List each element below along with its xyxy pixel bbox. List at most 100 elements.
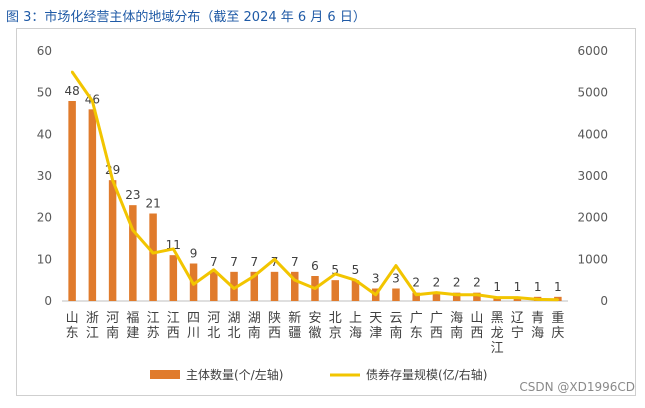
line-point — [70, 70, 74, 74]
line-point — [172, 247, 175, 251]
bar — [351, 280, 360, 301]
category-label: 重庆 — [551, 310, 564, 341]
bar-data-label: 3 — [392, 272, 400, 286]
bar-data-label: 1 — [534, 280, 542, 294]
bar — [250, 271, 259, 301]
line-point — [495, 296, 499, 299]
bar-data-label: 1 — [514, 280, 522, 294]
bar-data-label: 7 — [291, 255, 299, 269]
category-label: 黑龙江 — [491, 311, 504, 356]
category-label: 河北 — [207, 311, 220, 341]
bar-data-label: 6 — [311, 259, 319, 273]
bar-data-label: 1 — [493, 280, 501, 294]
line-point — [111, 178, 114, 182]
category-label: 广西 — [430, 311, 443, 341]
category-label: 山东 — [66, 311, 79, 341]
line-point — [435, 291, 438, 294]
y-left-tick-label: 30 — [37, 169, 52, 183]
bar-data-label: 9 — [190, 247, 198, 261]
category-label: 海南 — [450, 311, 463, 341]
legend-label-line: 债券存量规模(亿/右轴) — [366, 367, 487, 382]
bar-data-label: 2 — [412, 276, 420, 290]
category-label: 新疆 — [288, 310, 301, 341]
line-point — [313, 287, 317, 290]
y-left-tick-label: 60 — [37, 44, 52, 58]
line-point — [273, 258, 276, 261]
bar-data-label: 5 — [352, 263, 360, 277]
category-label: 安徽 — [308, 311, 321, 341]
chart-frame — [16, 28, 636, 396]
bar-data-label: 48 — [64, 84, 79, 98]
y-right-tick-label: 4000 — [577, 127, 608, 141]
category-label: 江苏 — [147, 311, 160, 341]
line-point — [354, 278, 357, 282]
figure-title: 图 3：市场化经营主体的地域分布（截至 2024 年 6 月 6 日） — [6, 10, 366, 25]
line-point — [556, 298, 560, 301]
bar-data-label: 2 — [433, 276, 441, 290]
bar — [452, 292, 461, 301]
line-point — [91, 99, 94, 103]
bar-data-label: 23 — [125, 188, 140, 202]
bar-data-label: 7 — [250, 255, 258, 269]
line-point — [374, 293, 377, 296]
line-point — [415, 293, 418, 296]
line-point — [455, 293, 458, 296]
legend-label-bars: 主体数量(个/左轴) — [186, 367, 283, 382]
category-label: 青海 — [531, 311, 544, 341]
category-label: 云南 — [389, 311, 402, 341]
bar — [230, 271, 238, 301]
bar-data-label: 7 — [210, 255, 218, 269]
category-label: 河南 — [106, 311, 119, 341]
line-point — [151, 251, 155, 255]
line-point — [192, 283, 195, 286]
bar — [129, 205, 137, 301]
bar-data-label: 2 — [453, 276, 461, 290]
line-point — [212, 268, 215, 271]
bar — [88, 109, 97, 301]
category-label: 广东 — [410, 311, 423, 341]
category-label: 上海 — [349, 311, 362, 341]
category-label: 江西 — [167, 311, 180, 341]
category-label: 湖北 — [228, 311, 241, 341]
bar-data-label: 5 — [331, 263, 339, 277]
bar — [149, 213, 157, 301]
y-left-tick-label: 0 — [44, 294, 52, 308]
y-right-tick-label: 3000 — [577, 169, 608, 183]
line-point — [394, 264, 398, 267]
category-label: 浙江 — [86, 311, 99, 341]
bar — [210, 271, 218, 301]
bar — [331, 280, 339, 301]
bar-data-label: 2 — [473, 276, 481, 290]
category-label: 辽宁 — [511, 311, 524, 341]
bar — [392, 288, 400, 301]
line-point — [334, 272, 337, 276]
bar — [291, 271, 299, 301]
category-label: 北京 — [329, 311, 342, 341]
y-left-tick-label: 50 — [37, 86, 52, 100]
bar — [412, 292, 420, 301]
y-right-tick-label: 6000 — [577, 44, 608, 58]
category-label: 山西 — [470, 311, 483, 341]
category-label: 天津 — [369, 311, 382, 341]
bar-data-label: 7 — [230, 255, 238, 269]
bar — [169, 255, 178, 301]
bar — [108, 180, 117, 301]
category-label: 福建 — [126, 311, 139, 341]
y-right-tick-label: 5000 — [577, 86, 608, 100]
y-left-tick-label: 20 — [37, 211, 52, 225]
line-point — [536, 298, 539, 301]
line-point — [131, 228, 135, 232]
bar-data-label: 3 — [372, 272, 380, 286]
legend-swatch-bars — [150, 370, 180, 379]
bar-data-label: 21 — [145, 197, 160, 211]
bar-data-label: 7 — [271, 255, 279, 269]
bar — [473, 292, 481, 301]
line-point — [232, 287, 236, 290]
category-label: 四川 — [187, 311, 200, 341]
category-label: 湖南 — [248, 311, 261, 341]
line-point — [475, 293, 479, 296]
watermark: CSDN @XD1996CD — [519, 380, 635, 394]
y-right-tick-label: 2000 — [577, 211, 608, 225]
category-label: 陕西 — [268, 311, 281, 341]
